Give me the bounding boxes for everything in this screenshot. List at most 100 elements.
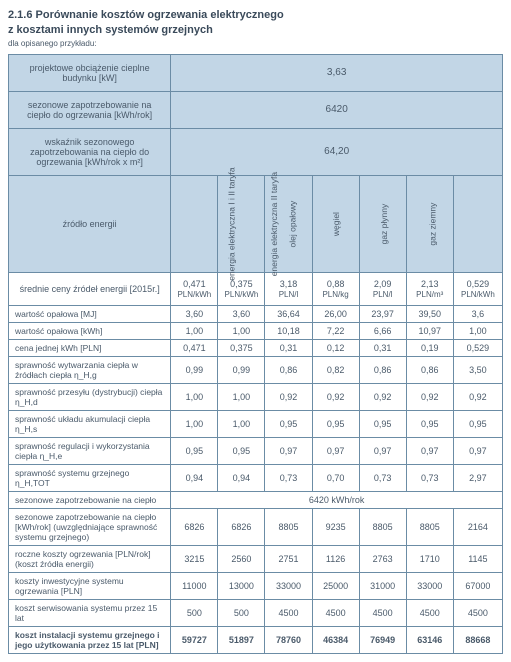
sec-r3-v1: 11000 [171, 572, 218, 599]
rows-r3-label: cena jednej kWh [PLN] [9, 339, 171, 356]
price-c5: 2,09PLN/l [359, 272, 406, 305]
rows-r1-v2: 3,60 [218, 305, 265, 322]
sec-r1-v1: 6826 [171, 508, 218, 545]
sec-r1-v6: 8805 [406, 508, 453, 545]
rows-r2-v1: 1,00 [171, 322, 218, 339]
sec-r2-v5: 2763 [359, 545, 406, 572]
rows-r5-v1: 1,00 [171, 383, 218, 410]
sec-r1-v4: 9235 [312, 508, 359, 545]
rows-r3-v7: 0,529 [453, 339, 502, 356]
rows-r8-label: sprawność systemu grzejnego η_H,TOT [9, 464, 171, 491]
col-c6: gaz ziemny [406, 175, 453, 272]
rows-r5-label: sprawność przesyłu (dystrybucji) ciepła … [9, 383, 171, 410]
sec-r4-v7: 4500 [453, 599, 502, 626]
sec-r1-label: sezonowe zapotrzebowanie na ciepło [kWh/… [9, 508, 171, 545]
sec-r4-v4: 4500 [312, 599, 359, 626]
rows-r5-v5: 0,92 [359, 383, 406, 410]
rows-r6-v2: 1,00 [218, 410, 265, 437]
rows-r3-v3: 0,31 [265, 339, 312, 356]
comparison-table: projektowe obciążenie cieplne budynku [k… [8, 54, 503, 654]
rows-r7-v7: 0,97 [453, 437, 502, 464]
sec-r1-v5: 8805 [359, 508, 406, 545]
rows-r5-v7: 0,92 [453, 383, 502, 410]
sec-r1-v7: 2164 [453, 508, 502, 545]
sec-r4-label: koszt serwisowania systemu przez 15 lat [9, 599, 171, 626]
top-r1-label: projektowe obciążenie cieplne budynku [k… [9, 54, 171, 91]
sec-r3-v6: 33000 [406, 572, 453, 599]
sec-r3-v5: 31000 [359, 572, 406, 599]
total-v2: 51897 [218, 626, 265, 653]
rows-r2-v4: 7,22 [312, 322, 359, 339]
sec-r2-v6: 1710 [406, 545, 453, 572]
rows-r2-v3: 10,18 [265, 322, 312, 339]
sec-span: 6420 kWh/rok [171, 491, 503, 508]
rows-r4-label: sprawność wytwarzania ciepła w źródłach … [9, 356, 171, 383]
total-v6: 63146 [406, 626, 453, 653]
heading-line1: 2.1.6 Porównanie kosztów ogrzewania elek… [8, 8, 503, 22]
rows-r8-v4: 0,70 [312, 464, 359, 491]
rows-r6-v3: 0,95 [265, 410, 312, 437]
rows-r3-v4: 0,12 [312, 339, 359, 356]
rows-r5-v2: 1,00 [218, 383, 265, 410]
total-v3: 78760 [265, 626, 312, 653]
rows-r8-v1: 0,94 [171, 464, 218, 491]
total-v4: 46384 [312, 626, 359, 653]
top-r2-label: sezonowe zapotrzebowanie na ciepło do og… [9, 91, 171, 128]
total-v1: 59727 [171, 626, 218, 653]
rows-r1-v5: 23,97 [359, 305, 406, 322]
rows-r4-v2: 0,99 [218, 356, 265, 383]
top-r3-label: wskaźnik sezonowego zapotrzebowania na c… [9, 128, 171, 175]
heading-sub: dla opisanego przykładu: [8, 39, 503, 48]
sec-r3-v3: 33000 [265, 572, 312, 599]
rows-r8-v3: 0,73 [265, 464, 312, 491]
rows-r2-v2: 1,00 [218, 322, 265, 339]
sec-r2-label: roczne koszty ogrzewania [PLN/rok] (kosz… [9, 545, 171, 572]
rows-r4-v3: 0,86 [265, 356, 312, 383]
rows-r2-v7: 1,00 [453, 322, 502, 339]
price-label: średnie ceny źródeł energii [2015r.] [9, 272, 171, 305]
sec-r4-v5: 4500 [359, 599, 406, 626]
price-c7: 0,529PLN/kWh [453, 272, 502, 305]
rows-r8-v2: 0,94 [218, 464, 265, 491]
rows-r4-v4: 0,82 [312, 356, 359, 383]
col-c1: energia elektryczna I i II taryfa [171, 175, 218, 272]
sec-r2-v2: 2560 [218, 545, 265, 572]
sec-line-label: sezonowe zapotrzebowanie na ciepło [9, 491, 171, 508]
sec-r2-v1: 3215 [171, 545, 218, 572]
col-c4: węgiel [312, 175, 359, 272]
total-v7: 88668 [453, 626, 502, 653]
col-c2: energia elektryczna II taryfa [218, 175, 265, 272]
rows-r4-v6: 0,86 [406, 356, 453, 383]
sec-r4-v3: 4500 [265, 599, 312, 626]
sec-r4-v6: 4500 [406, 599, 453, 626]
rows-r5-v4: 0,92 [312, 383, 359, 410]
sec-r3-label: koszty inwestycyjne systemu ogrzewania [… [9, 572, 171, 599]
rows-r7-v2: 0,95 [218, 437, 265, 464]
rows-r6-v1: 1,00 [171, 410, 218, 437]
rows-r5-v3: 0,92 [265, 383, 312, 410]
rows-r3-v2: 0,375 [218, 339, 265, 356]
rows-r6-label: sprawność układu akumulacji ciepła η_H,s [9, 410, 171, 437]
sec-r1-v3: 8805 [265, 508, 312, 545]
rows-r7-label: sprawność regulacji i wykorzystania ciep… [9, 437, 171, 464]
price-c4: 0,88PLN/kg [312, 272, 359, 305]
rows-r5-v6: 0,92 [406, 383, 453, 410]
rows-r3-v5: 0,31 [359, 339, 406, 356]
rows-r8-v7: 2,97 [453, 464, 502, 491]
price-c1: 0,471PLN/kWh [171, 272, 218, 305]
rows-r1-v6: 39,50 [406, 305, 453, 322]
total-label: koszt instalacji systemu grzejnego i jeg… [9, 626, 171, 653]
heading-line2: z kosztami innych systemów grzejnych [8, 23, 503, 37]
col-c7: pompa ciepła z wymiennikiem gruntowym [453, 175, 502, 272]
price-c2: 0,375PLN/kWh [218, 272, 265, 305]
rows-r1-v3: 36,64 [265, 305, 312, 322]
rows-r6-v6: 0,95 [406, 410, 453, 437]
sec-r3-v7: 67000 [453, 572, 502, 599]
sec-r2-v3: 2751 [265, 545, 312, 572]
rows-r7-v4: 0,97 [312, 437, 359, 464]
price-c3: 3,18PLN/l [265, 272, 312, 305]
sec-r2-v4: 1126 [312, 545, 359, 572]
rows-r6-v5: 0,95 [359, 410, 406, 437]
rows-r7-v6: 0,97 [406, 437, 453, 464]
rows-r1-v7: 3,6 [453, 305, 502, 322]
